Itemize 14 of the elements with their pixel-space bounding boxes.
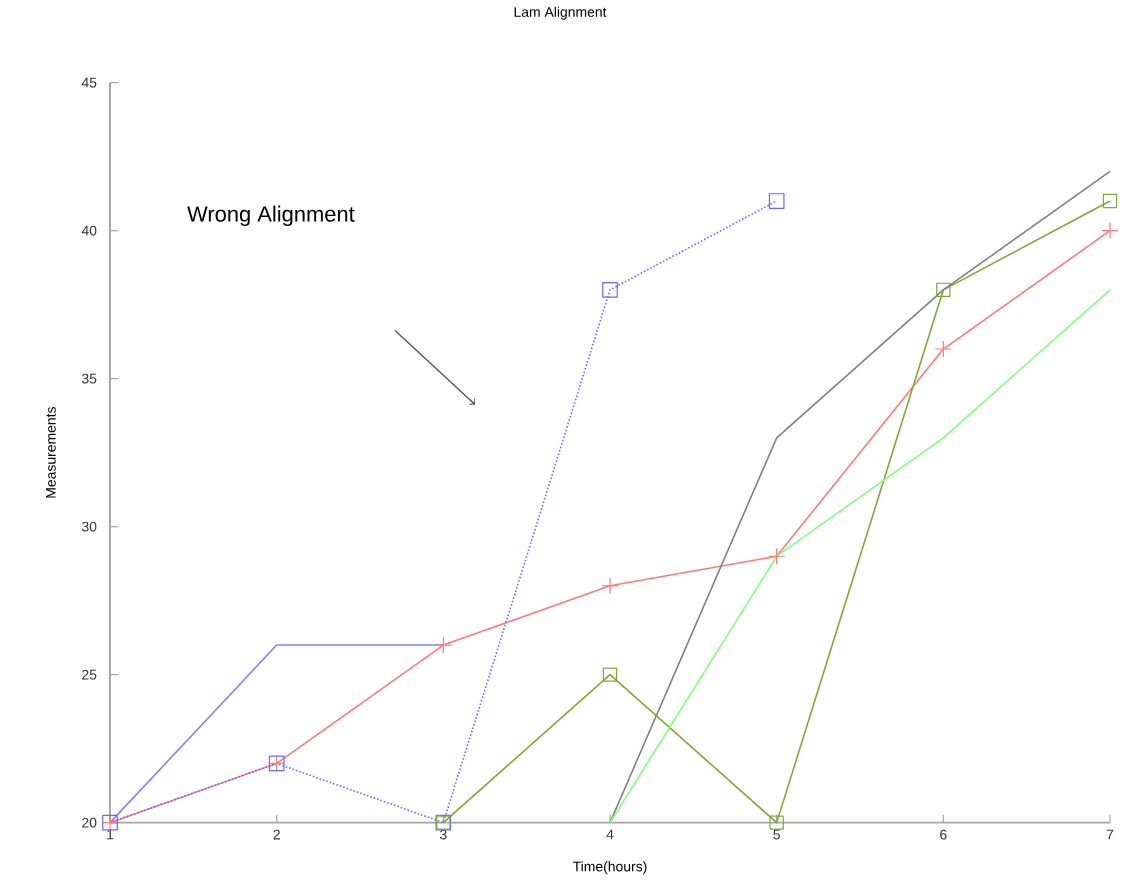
annotation: Wrong Alignment xyxy=(187,205,355,226)
line-series xyxy=(609,288,1111,824)
point xyxy=(769,815,784,830)
point xyxy=(601,576,619,595)
point xyxy=(602,667,618,682)
point xyxy=(1102,193,1118,208)
point xyxy=(768,192,785,209)
point xyxy=(934,340,952,358)
point xyxy=(602,281,618,298)
point xyxy=(1101,221,1119,239)
point xyxy=(434,636,452,654)
line-series xyxy=(609,170,1111,824)
point xyxy=(936,282,951,297)
point xyxy=(768,547,786,565)
